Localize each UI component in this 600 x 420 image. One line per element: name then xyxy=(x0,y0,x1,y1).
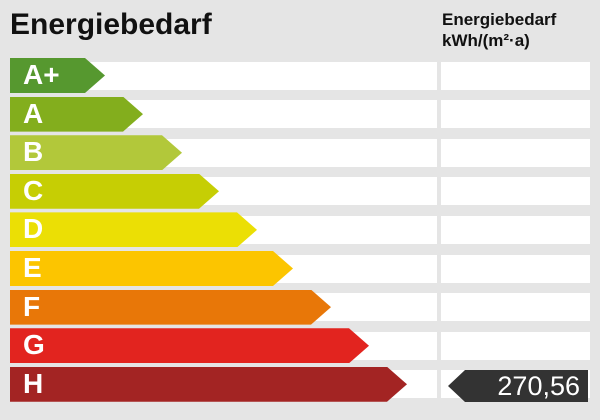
value-cell xyxy=(441,100,590,129)
rating-letter: E xyxy=(23,252,42,283)
value-cell xyxy=(441,61,590,90)
rating-letter: A+ xyxy=(23,59,60,90)
rating-letter: G xyxy=(23,329,45,361)
value-text: 270,56 xyxy=(497,371,580,401)
value-cell xyxy=(441,177,590,206)
rating-bar: A+ xyxy=(10,58,105,93)
page-title: Energiebedarf xyxy=(10,8,212,41)
rating-bar: A xyxy=(10,97,143,132)
rating-bar: E xyxy=(10,251,293,286)
rating-letter: H xyxy=(23,367,44,399)
rating-letter: D xyxy=(23,213,44,245)
unit-header-line1: Energiebedarf xyxy=(442,10,557,29)
rating-bar: F xyxy=(10,290,331,325)
rating-bar: H xyxy=(10,367,407,402)
unit-header-line2: kWh/(m²·a) xyxy=(442,31,530,50)
rating-bar: B xyxy=(10,135,182,170)
rating-letter: B xyxy=(23,136,44,168)
value-cell xyxy=(441,254,590,283)
rating-bar: D xyxy=(10,212,257,247)
value-cell xyxy=(441,215,590,244)
value-cell xyxy=(441,138,590,167)
rating-letter: F xyxy=(23,290,41,322)
value-badge: 270,56 xyxy=(448,370,588,402)
rating-bar: C xyxy=(10,174,219,209)
rating-bar: G xyxy=(10,328,369,363)
rating-letter: A xyxy=(23,97,44,129)
value-cell xyxy=(441,331,590,360)
unit-header: Energiebedarf kWh/(m²·a) xyxy=(442,9,556,51)
value-cell xyxy=(441,293,590,322)
rating-letter: C xyxy=(23,174,44,206)
